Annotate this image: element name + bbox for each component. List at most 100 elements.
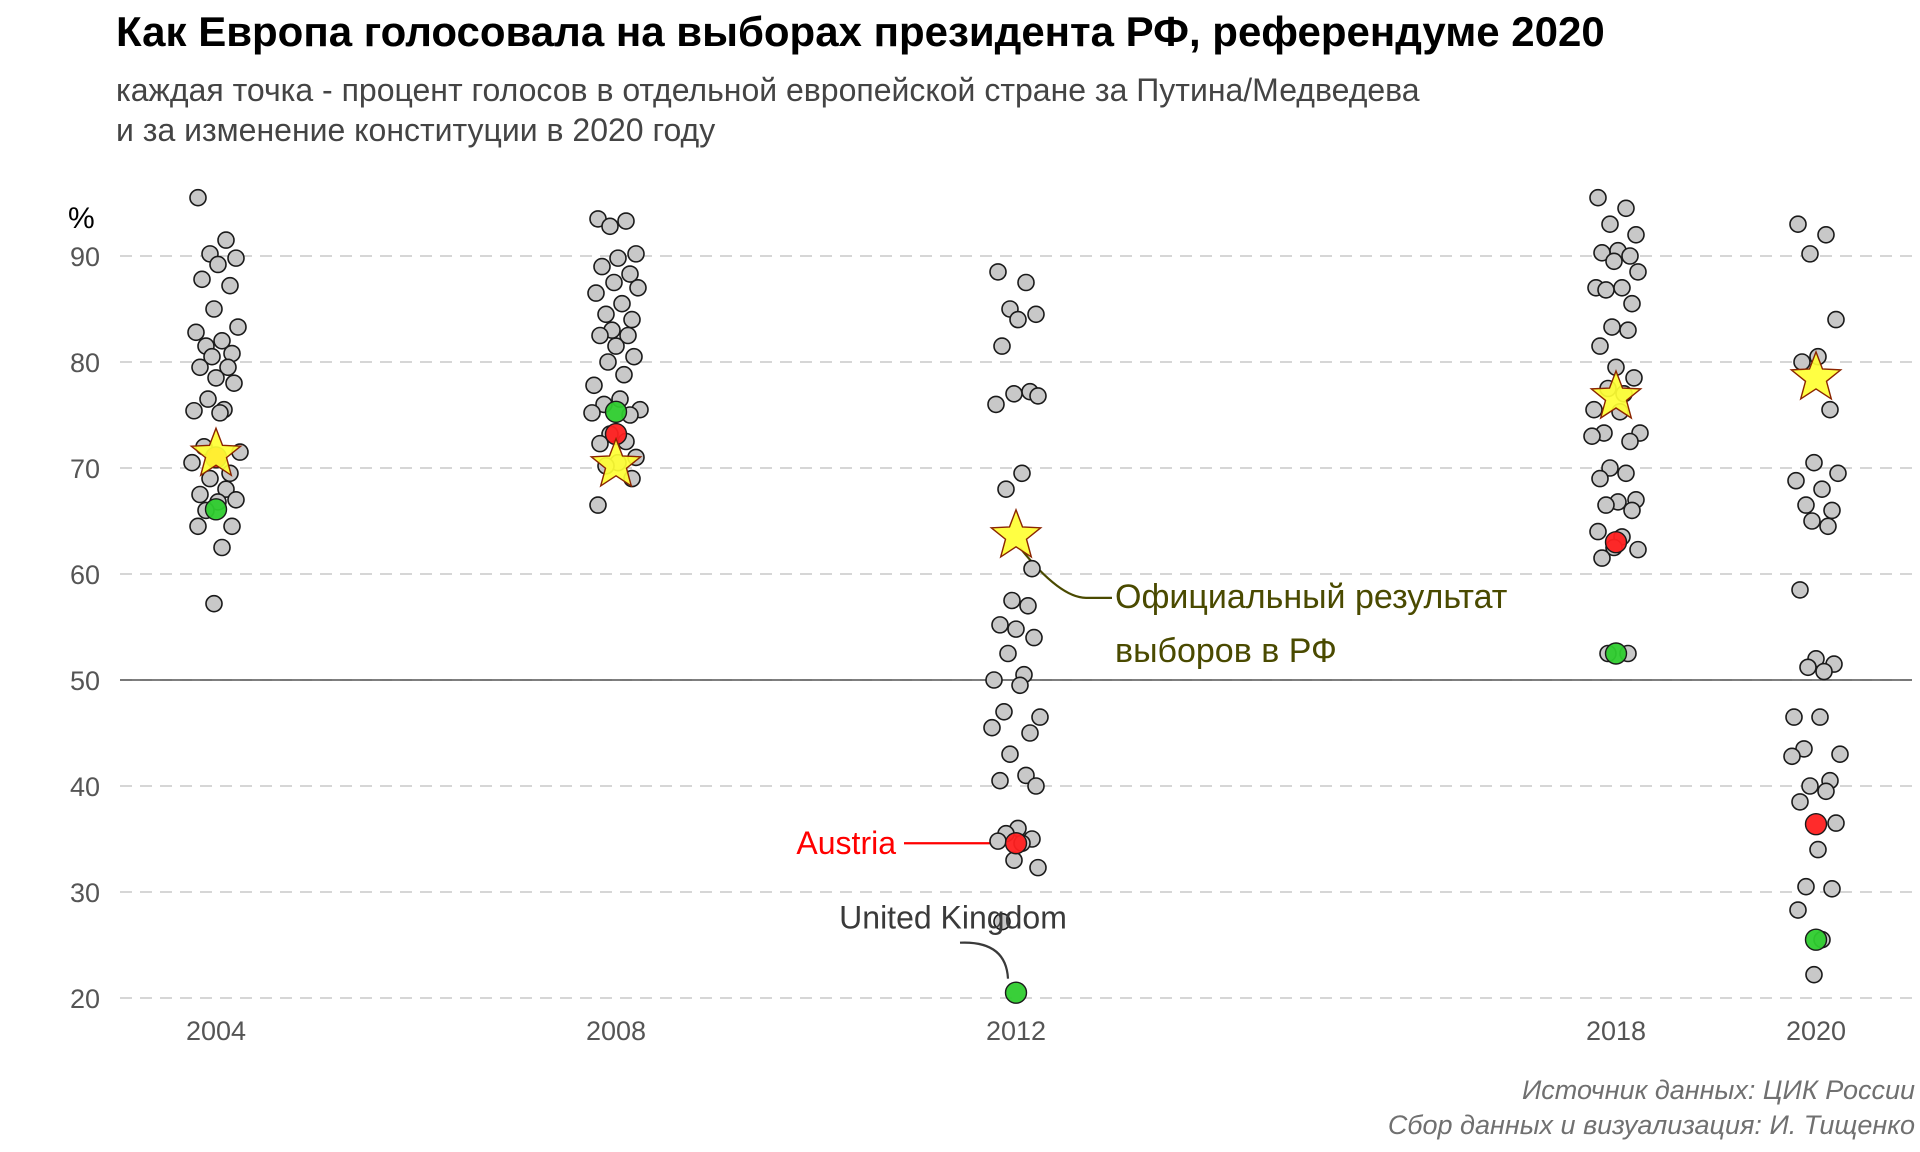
country-point <box>1797 877 1815 896</box>
country-point <box>1597 496 1615 514</box>
country-point <box>185 401 203 420</box>
country-point <box>627 245 645 263</box>
country-point <box>1597 281 1615 299</box>
austria-point <box>1004 832 1028 855</box>
official-star <box>1589 369 1643 420</box>
country-point <box>989 832 1007 850</box>
country-point <box>1785 708 1803 726</box>
country-point <box>205 300 223 318</box>
country-point <box>991 616 1009 634</box>
country-point <box>1827 310 1845 329</box>
country-point <box>221 276 239 295</box>
uk-point <box>1804 928 1828 951</box>
country-point <box>213 331 231 350</box>
country-point <box>187 323 205 342</box>
country-point <box>583 404 601 422</box>
country-point <box>991 771 1009 790</box>
country-point <box>1817 226 1835 244</box>
country-point <box>183 453 201 472</box>
country-point <box>607 337 625 355</box>
x-tick-label: 2008 <box>586 1016 646 1046</box>
country-point <box>1029 858 1047 877</box>
y-tick-label: 20 <box>70 984 100 1014</box>
country-point <box>993 912 1011 931</box>
country-point <box>1007 620 1025 638</box>
country-point <box>1823 501 1841 520</box>
country-point <box>1801 777 1819 795</box>
subtitle-line-1: каждая точка - процент голосов в отдельн… <box>116 72 1420 108</box>
country-point <box>1591 469 1609 488</box>
y-tick-label: 90 <box>70 242 100 272</box>
country-point <box>623 310 641 329</box>
country-point <box>1613 278 1631 297</box>
country-point <box>207 369 225 387</box>
official-star <box>589 436 643 488</box>
country-point <box>601 217 619 236</box>
y-axis-label: % <box>68 202 95 235</box>
x-tick-label: 2018 <box>1586 1016 1646 1046</box>
uk-point <box>204 498 228 521</box>
country-point <box>1789 901 1807 919</box>
country-point <box>1817 782 1835 801</box>
country-point <box>1017 273 1035 292</box>
x-tick-label: 2004 <box>186 1016 246 1046</box>
country-point <box>1023 559 1041 578</box>
country-point <box>1805 965 1823 984</box>
uk-connector <box>959 941 1010 979</box>
country-point <box>199 390 217 408</box>
country-point <box>189 188 207 207</box>
country-point <box>1827 814 1845 832</box>
country-point <box>1603 318 1621 336</box>
country-point <box>629 278 647 297</box>
country-point <box>1011 676 1029 695</box>
country-point <box>1589 522 1607 541</box>
country-point <box>223 517 241 536</box>
country-point <box>587 284 605 302</box>
country-point <box>229 318 247 336</box>
country-point <box>1021 724 1039 742</box>
y-tick-label: 50 <box>70 666 100 696</box>
country-point <box>985 671 1003 689</box>
y-tick-label: 40 <box>70 772 100 802</box>
country-point <box>1623 294 1641 313</box>
country-point <box>1623 501 1641 520</box>
chart-title: Как Европа голосовала на выборах президе… <box>116 8 1605 55</box>
y-tick-label: 30 <box>70 878 100 908</box>
country-point <box>1831 745 1849 764</box>
country-point <box>189 517 207 536</box>
official-star <box>189 426 243 477</box>
country-point <box>1819 517 1837 536</box>
country-point <box>1027 777 1045 795</box>
country-point <box>1029 387 1047 405</box>
country-point <box>225 374 243 393</box>
country-point <box>585 376 603 395</box>
country-point <box>193 270 211 289</box>
country-point <box>613 294 631 313</box>
official-result-connector <box>1019 547 1112 599</box>
austria-point <box>1804 812 1828 836</box>
country-point <box>589 496 607 514</box>
source-caption: Источник данных: ЦИК России <box>1521 1075 1915 1105</box>
country-point <box>1821 400 1839 419</box>
x-tick-label: 2020 <box>1786 1016 1846 1046</box>
country-point <box>1593 549 1611 567</box>
country-point <box>1793 353 1811 371</box>
axis-layer: 20 30 40 50 60 70 80 90% 2004 2008 2012 2018 2020 <box>68 202 1846 1046</box>
official-star <box>989 507 1043 559</box>
official-star <box>1789 349 1843 401</box>
uk-point <box>1604 642 1628 665</box>
country-point <box>1031 708 1049 726</box>
uk-point <box>604 400 628 424</box>
country-point <box>1601 215 1619 233</box>
country-point <box>205 594 223 613</box>
country-point <box>1621 247 1639 265</box>
country-point <box>1005 384 1023 403</box>
country-point <box>1585 400 1603 419</box>
country-point <box>599 353 617 371</box>
country-point <box>1791 793 1809 811</box>
country-point <box>1813 480 1831 499</box>
country-point <box>1593 244 1611 262</box>
country-point <box>999 644 1017 663</box>
country-point <box>1823 880 1841 898</box>
country-point <box>219 358 237 377</box>
